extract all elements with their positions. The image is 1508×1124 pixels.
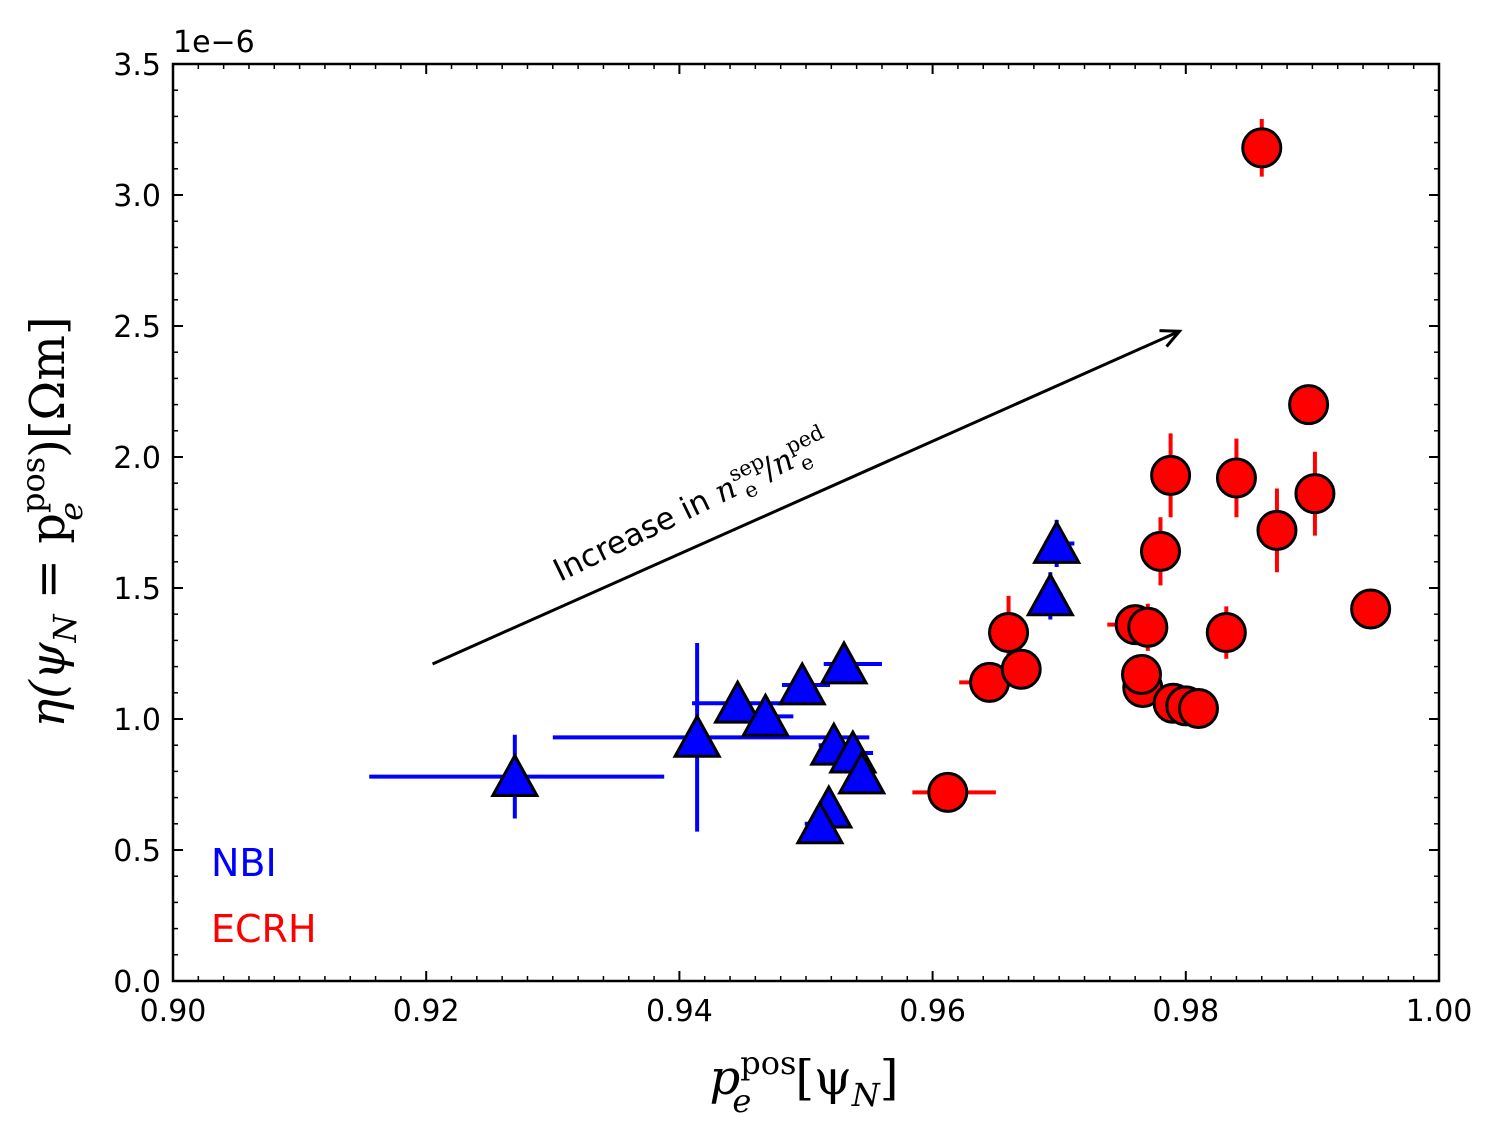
y-axis-title: η(ψN = ppose)[Ωm] bbox=[14, 316, 90, 727]
x-tick-label: 1.00 bbox=[1406, 994, 1473, 1029]
y-tick-label: 3.5 bbox=[113, 48, 161, 83]
ecrh-point bbox=[1205, 612, 1247, 654]
x-tick-label: 0.98 bbox=[1152, 994, 1219, 1029]
x-tick-labels: 0.90 0.92 0.94 0.96 0.98 1.00 bbox=[140, 994, 1473, 1029]
nbi-point bbox=[795, 799, 845, 845]
nbi-point bbox=[837, 749, 887, 795]
y-tick-label: 1.5 bbox=[113, 572, 161, 607]
ecrh-point bbox=[927, 771, 969, 813]
ecrh-point bbox=[1139, 530, 1181, 572]
nbi-point bbox=[740, 692, 791, 737]
ecrh-point bbox=[1177, 688, 1219, 730]
legend-nbi: NBI bbox=[211, 841, 277, 885]
ecrh-point bbox=[1294, 473, 1336, 515]
nbi-point bbox=[1025, 571, 1075, 617]
x-tick-label: 0.92 bbox=[393, 994, 460, 1029]
ecrh-point bbox=[1000, 648, 1042, 690]
nbi-point bbox=[490, 752, 540, 798]
y-tick-label: 0.0 bbox=[113, 965, 161, 1000]
axis-ticks bbox=[172, 63, 1440, 982]
ecrh-point bbox=[1127, 606, 1169, 648]
ecrh-point bbox=[1288, 384, 1330, 426]
y-tick-label: 2.0 bbox=[113, 441, 161, 476]
y-tick-label: 1.0 bbox=[113, 703, 161, 738]
nbi-point bbox=[1032, 519, 1082, 564]
y-tick-labels: 0.0 0.5 1.0 1.5 2.0 2.5 3.0 3.5 bbox=[113, 48, 161, 1000]
ecrh-point bbox=[1215, 457, 1257, 499]
x-tick-label: 0.94 bbox=[646, 994, 713, 1029]
ecrh-point bbox=[1256, 509, 1298, 551]
x-tick-label: 0.90 bbox=[140, 994, 207, 1029]
ecrh-point bbox=[1120, 653, 1162, 695]
y-offset-label: 1e−6 bbox=[173, 25, 255, 60]
annotation-text: Increase in nsepe/npede bbox=[546, 420, 838, 594]
ecrh-point bbox=[1350, 588, 1392, 630]
y-tick-label: 2.5 bbox=[113, 310, 161, 345]
ecrh-point bbox=[988, 612, 1030, 654]
legend-ecrh: ECRH bbox=[211, 907, 317, 951]
nbi-point bbox=[672, 713, 722, 758]
x-axis-title: ppos e [ψN] bbox=[710, 1044, 899, 1120]
nbi-point bbox=[777, 660, 827, 706]
legend: NBI ECRH bbox=[211, 841, 317, 951]
nbi-point bbox=[713, 679, 763, 724]
annotation-arrow bbox=[431, 329, 1181, 666]
nbi-point bbox=[819, 639, 869, 685]
y-tick-label: 3.0 bbox=[113, 179, 161, 214]
ecrh-point bbox=[1150, 454, 1192, 496]
annotation-arrow-head bbox=[1159, 329, 1183, 348]
x-tick-label: 0.96 bbox=[899, 994, 966, 1029]
ecrh-point bbox=[1241, 127, 1283, 169]
data-markers bbox=[490, 127, 1392, 845]
y-tick-label: 0.5 bbox=[113, 834, 161, 869]
